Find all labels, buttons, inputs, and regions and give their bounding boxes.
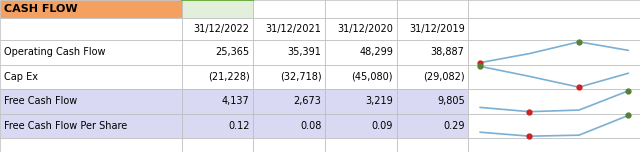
Text: (21,228): (21,228) <box>208 72 250 82</box>
Text: 35,391: 35,391 <box>287 47 321 57</box>
Text: 3,219: 3,219 <box>365 96 393 106</box>
Bar <box>0 18 182 40</box>
Text: 4,137: 4,137 <box>222 96 250 106</box>
Bar <box>253 89 325 114</box>
Bar <box>182 114 253 138</box>
Bar <box>397 89 468 114</box>
Bar <box>253 138 325 152</box>
Text: 9,805: 9,805 <box>437 96 465 106</box>
Text: 31/12/2022: 31/12/2022 <box>193 24 250 34</box>
Text: 38,887: 38,887 <box>431 47 465 57</box>
Bar <box>182 18 253 40</box>
Bar <box>182 89 253 114</box>
Bar <box>253 40 325 64</box>
Text: (32,718): (32,718) <box>280 72 321 82</box>
Bar <box>397 18 468 40</box>
Text: (45,080): (45,080) <box>351 72 393 82</box>
Bar <box>397 138 468 152</box>
Text: Cap Ex: Cap Ex <box>4 72 38 82</box>
Bar <box>468 114 640 138</box>
Bar <box>325 18 397 40</box>
Bar <box>397 0 468 18</box>
Bar <box>0 64 182 89</box>
Text: 31/12/2019: 31/12/2019 <box>409 24 465 34</box>
Bar <box>468 0 640 18</box>
Text: (29,082): (29,082) <box>423 72 465 82</box>
Text: 31/12/2020: 31/12/2020 <box>337 24 393 34</box>
Bar <box>397 114 468 138</box>
Bar <box>253 114 325 138</box>
Bar <box>253 18 325 40</box>
Text: CASH FLOW: CASH FLOW <box>4 4 77 14</box>
Text: 25,365: 25,365 <box>216 47 250 57</box>
Bar <box>182 40 253 64</box>
Text: 2,673: 2,673 <box>293 96 321 106</box>
Bar <box>325 114 397 138</box>
Text: 48,299: 48,299 <box>359 47 393 57</box>
Text: 0.09: 0.09 <box>372 121 393 131</box>
Bar <box>397 40 468 64</box>
Bar <box>253 64 325 89</box>
Bar <box>182 138 253 152</box>
Bar <box>0 114 182 138</box>
Bar <box>468 40 640 64</box>
Bar <box>468 89 640 114</box>
Bar <box>325 40 397 64</box>
Bar <box>325 0 397 18</box>
Bar <box>468 138 640 152</box>
Text: 0.08: 0.08 <box>300 121 321 131</box>
Bar <box>182 0 253 18</box>
Text: 0.12: 0.12 <box>228 121 250 131</box>
Bar <box>325 89 397 114</box>
Bar <box>0 0 182 18</box>
Bar <box>182 64 253 89</box>
Bar <box>325 138 397 152</box>
Text: Operating Cash Flow: Operating Cash Flow <box>4 47 106 57</box>
Text: 31/12/2021: 31/12/2021 <box>266 24 321 34</box>
Bar <box>0 40 182 64</box>
Text: Free Cash Flow Per Share: Free Cash Flow Per Share <box>4 121 127 131</box>
Bar <box>0 89 182 114</box>
Bar <box>325 64 397 89</box>
Bar <box>253 0 325 18</box>
Bar <box>0 138 182 152</box>
Text: 0.29: 0.29 <box>443 121 465 131</box>
Bar <box>468 64 640 89</box>
Bar <box>397 64 468 89</box>
Text: Free Cash Flow: Free Cash Flow <box>4 96 77 106</box>
Bar <box>468 18 640 40</box>
